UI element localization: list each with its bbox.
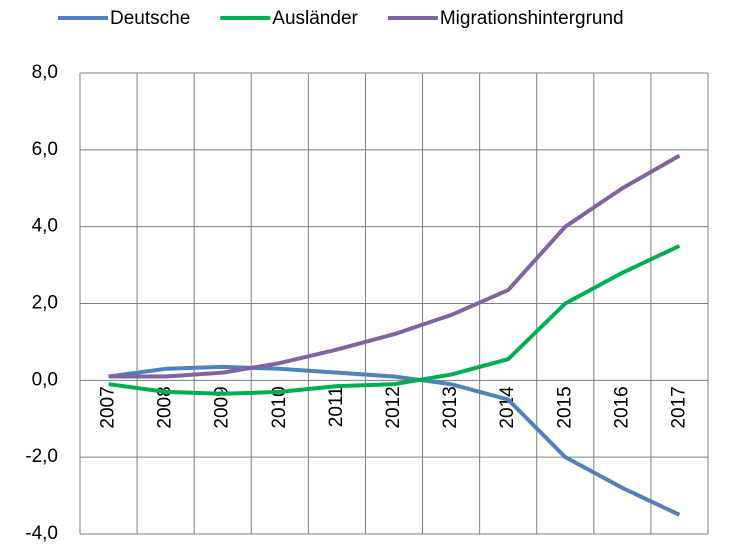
y-tick-label: 0,0 <box>32 369 58 390</box>
x-tick-label: 2015 <box>554 386 575 428</box>
x-tick-label: 2013 <box>440 386 461 428</box>
legend-label: Migrationshintergrund <box>440 8 624 29</box>
x-tick-label: 2011 <box>326 386 347 427</box>
x-tick-label: 2016 <box>611 386 632 428</box>
x-tick-label: 2017 <box>668 386 689 428</box>
y-tick-label: 6,0 <box>32 139 58 160</box>
x-tick-label: 2012 <box>383 386 404 428</box>
y-tick-label: -2,0 <box>25 446 58 467</box>
legend-label: Ausländer <box>272 8 358 29</box>
y-tick-label: 2,0 <box>32 293 58 314</box>
y-tick-label: -4,0 <box>25 523 58 544</box>
data-line <box>108 244 681 396</box>
x-tick-label: 2007 <box>98 386 119 428</box>
data-line <box>108 153 681 379</box>
y-tick-label: 4,0 <box>32 216 58 237</box>
x-tick-label: 2010 <box>269 386 290 428</box>
data-line <box>108 364 681 517</box>
legend-label: Deutsche <box>110 8 190 29</box>
x-tick-label: 2008 <box>155 386 176 428</box>
x-tick-label: 2009 <box>212 386 233 428</box>
y-tick-label: 8,0 <box>32 62 58 83</box>
